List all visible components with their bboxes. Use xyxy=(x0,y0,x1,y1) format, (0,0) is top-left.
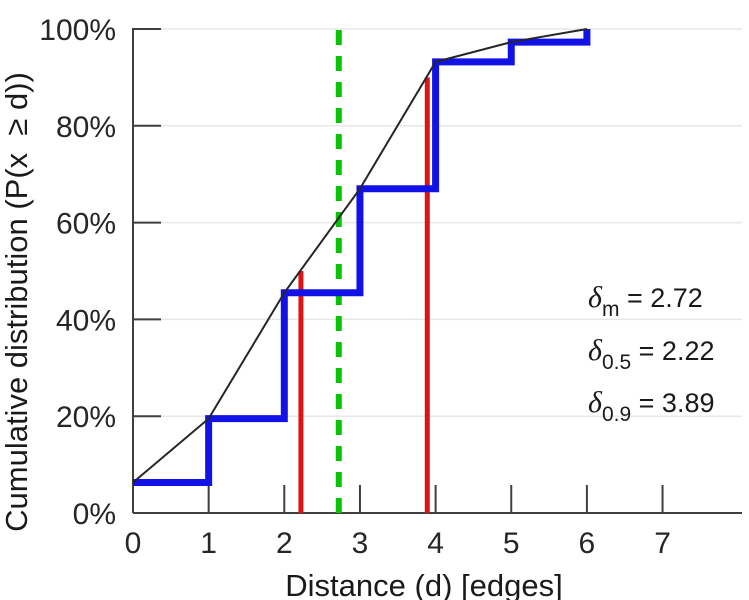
x-tick-label: 4 xyxy=(427,527,444,560)
y-tick-label: 100% xyxy=(39,14,116,47)
empirical-cdf-step xyxy=(133,29,591,487)
annotation-delta-m: δm = 2.72 xyxy=(588,281,703,321)
y-tick-label: 40% xyxy=(56,304,116,337)
tick-labels: 0 1 2 3 4 5 6 7 0% 20% 40% 60% 80% 100% xyxy=(39,14,671,560)
x-tick-label: 2 xyxy=(276,527,293,560)
y-tick-label: 60% xyxy=(56,208,116,241)
y-tick-label: 80% xyxy=(56,111,116,144)
x-axis-label: Distance (d) [edges] xyxy=(285,568,562,600)
x-tick-label: 7 xyxy=(654,527,671,560)
y-axis-label: Cumulative distribution (P(x ≥ d)) xyxy=(0,72,34,532)
y-tick-label: 0% xyxy=(73,498,116,531)
axis-ticks xyxy=(132,28,664,514)
fit-line xyxy=(132,28,588,484)
data-series xyxy=(132,28,591,487)
x-tick-label: 6 xyxy=(579,527,596,560)
x-tick-label: 3 xyxy=(352,527,369,560)
axes xyxy=(132,28,742,514)
annotation-delta-0.9: δ0.9 = 3.89 xyxy=(588,386,714,426)
x-tick-label: 5 xyxy=(503,527,520,560)
gridlines xyxy=(133,28,742,417)
x-tick-label: 1 xyxy=(200,527,217,560)
y-tick-label: 20% xyxy=(56,401,116,434)
delta-annotations: δm = 2.72 δ0.5 = 2.22 δ0.9 = 3.89 xyxy=(588,281,714,426)
reference-lines xyxy=(298,29,430,513)
annotation-delta-0.5: δ0.5 = 2.22 xyxy=(588,334,714,374)
x-tick-label: 0 xyxy=(125,527,142,560)
